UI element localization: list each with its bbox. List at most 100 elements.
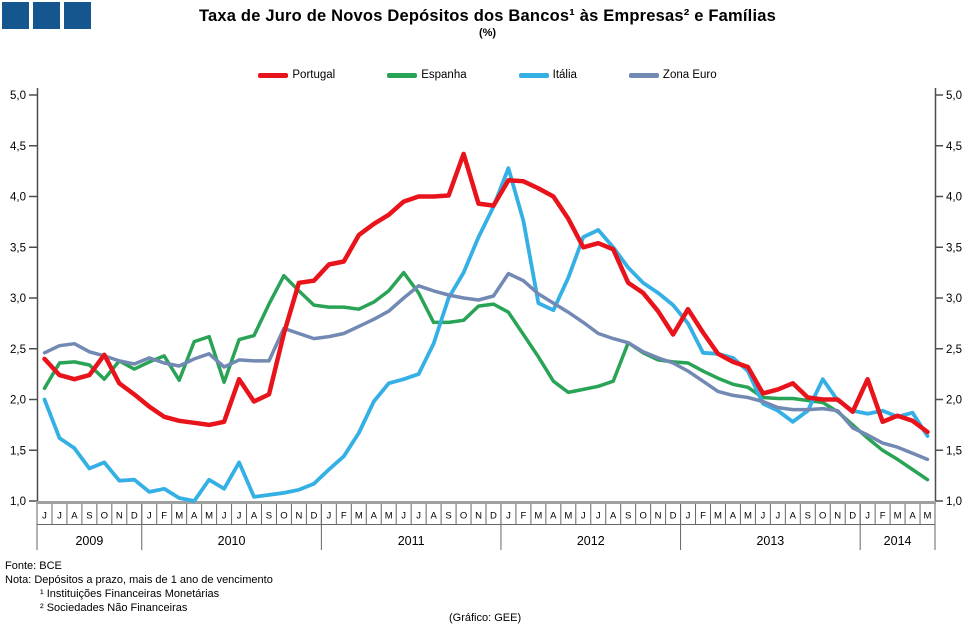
month-label: A [251,511,258,522]
source-note: Fonte: BCE [5,560,62,572]
series-line-zona-euro [42,271,930,462]
month-label: F [880,511,886,522]
month-label: M [894,511,902,522]
legend-swatch [387,72,418,78]
legend-label: Portugal [292,69,336,81]
y-tick-label-right: 5,0 [946,90,962,102]
month-label: J [237,511,242,522]
footnote-1: ¹ Instituições Financeiras Monetárias [40,588,220,600]
legend-label: Espanha [421,69,467,81]
year-label: 2014 [884,534,912,548]
series-line-espanha [42,270,930,482]
month-label: M [534,511,542,522]
month-label: J [416,511,421,522]
month-label: J [761,511,766,522]
year-label: 2012 [577,534,605,548]
month-label: A [790,511,797,522]
y-tick-label-left: 1,5 [10,445,26,457]
y-tick-label-right: 1,0 [946,496,962,508]
month-label: M [175,511,183,522]
month-label: J [57,511,62,522]
month-label: J [42,511,47,522]
month-label: A [730,511,737,522]
y-tick-label-right: 4,5 [946,141,962,153]
month-label: S [86,511,92,522]
month-label: N [834,511,841,522]
month-label: A [191,511,198,522]
month-label: J [401,511,406,522]
month-label: J [222,511,227,522]
month-label: A [430,511,437,522]
y-tick-label-left: 3,0 [10,293,26,305]
month-label: M [564,511,572,522]
month-label: S [805,511,811,522]
series-line-portugal [42,151,930,435]
month-label: M [924,511,932,522]
month-label: O [101,511,108,522]
month-label: O [639,511,646,522]
note: Nota: Depósitos a prazo, mais de 1 ano d… [5,574,273,586]
month-label: S [266,511,272,522]
month-label: D [849,511,856,522]
month-label: A [371,511,378,522]
footnote-2: ² Sociedades Não Financeiras [40,602,188,614]
month-label: D [131,511,138,522]
month-label: J [775,511,780,522]
month-label: F [341,511,347,522]
year-label: 2011 [398,534,425,548]
month-label: N [475,511,482,522]
month-label: J [596,511,601,522]
logo-square [2,2,29,29]
month-label: O [460,511,467,522]
month-label: J [686,511,691,522]
chart-subtitle: (%) [478,27,497,39]
month-label: M [205,511,213,522]
legend-swatch [518,72,549,78]
y-tick-label-left: 1,0 [10,496,26,508]
series-line-itália [42,166,930,503]
month-label: F [700,511,706,522]
y-tick-label-right: 4,0 [946,192,962,204]
legend-item-portugal: Portugal [258,69,335,81]
logo [2,2,91,29]
y-tick-label-left: 4,5 [10,141,26,153]
month-label: S [625,511,631,522]
month-label: A [71,511,78,522]
y-tick-label-left: 5,0 [10,90,26,102]
y-tick-label-left: 3,5 [10,242,26,254]
month-label: D [490,511,497,522]
month-label: M [714,511,722,522]
logo-square [64,2,91,29]
legend: Portugal Espanha Itália Zona Euro [0,69,975,81]
credit-note: (Gráfico: GEE) [449,612,522,624]
y-tick-label-right: 1,5 [946,445,962,457]
month-label: O [280,511,287,522]
y-tick-label-right: 2,5 [946,344,962,356]
y-tick-label-left: 2,0 [10,395,26,407]
legend-swatch [258,72,289,78]
month-label: M [744,511,752,522]
legend-label: Itália [552,69,577,81]
month-label: M [385,511,393,522]
chart-title: Taxa de Juro de Novos Depósitos dos Banc… [198,7,777,25]
month-label: F [161,511,167,522]
month-label: J [506,511,511,522]
month-label: A [610,511,617,522]
y-tick-label-right: 3,0 [946,293,962,305]
logo-square [33,2,60,29]
month-label: M [355,511,363,522]
month-label: F [521,511,527,522]
line-chart: 5,0 5,0 4,5 4,5 4,0 4,0 3,5 3,5 3,0 3,0 2,5 2,5 2,0 2… [10,88,962,550]
month-label: N [655,511,662,522]
month-label: A [909,511,916,522]
y-tick-label-left: 2,5 [10,344,26,356]
month-label: J [581,511,586,522]
legend-swatch [628,72,659,78]
year-label: 2013 [756,534,784,548]
legend-label: Zona Euro [662,69,717,81]
legend-item-espanha: Espanha [387,69,467,81]
month-label: J [865,511,870,522]
month-label: J [326,511,331,522]
month-label: N [295,511,302,522]
